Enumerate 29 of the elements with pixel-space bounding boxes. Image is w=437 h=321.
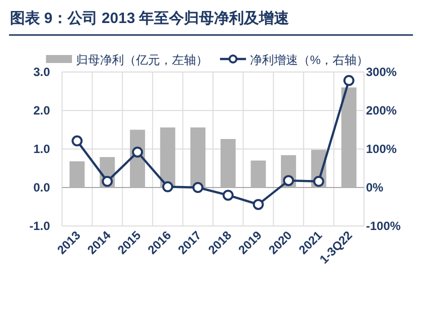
point bbox=[283, 175, 294, 186]
y2-tick-label: -100% bbox=[366, 219, 402, 233]
point bbox=[252, 198, 264, 210]
legend-label: 净利增速（%，右轴） bbox=[250, 53, 369, 67]
bar bbox=[341, 87, 356, 188]
y2-tick-label: 200% bbox=[366, 104, 398, 118]
bar bbox=[70, 161, 85, 188]
point bbox=[222, 190, 234, 201]
bar bbox=[250, 160, 266, 188]
legend-label: 归母净利（亿元，左轴） bbox=[76, 53, 208, 67]
point bbox=[162, 181, 174, 192]
point bbox=[313, 176, 324, 187]
point bbox=[102, 176, 113, 187]
y2-tick-label: 300% bbox=[366, 65, 398, 79]
chart-title: 图表 9：公司 2013 年至今归母净利及增速 bbox=[10, 10, 290, 27]
point bbox=[192, 182, 204, 193]
y-tick-label: 3.0 bbox=[33, 65, 50, 79]
point bbox=[72, 135, 83, 146]
y-tick-label: 2.0 bbox=[33, 104, 50, 118]
y-tick-label: 0.0 bbox=[33, 180, 50, 194]
y2-tick-label: 100% bbox=[366, 142, 398, 156]
point bbox=[343, 74, 354, 86]
bar bbox=[160, 127, 176, 188]
y-tick-label: 1.0 bbox=[33, 142, 50, 156]
y2-tick-label: 0% bbox=[366, 180, 384, 194]
bar bbox=[220, 138, 236, 188]
point bbox=[132, 146, 143, 158]
bar bbox=[190, 127, 206, 188]
y-tick-label: -1.0 bbox=[29, 219, 50, 233]
